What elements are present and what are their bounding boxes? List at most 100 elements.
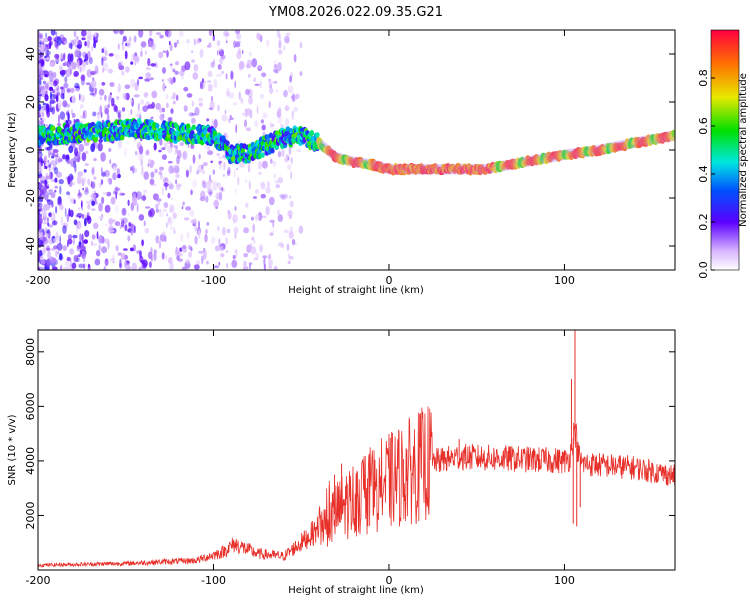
noise-speckle	[42, 247, 46, 255]
noise-speckle	[138, 145, 144, 155]
noise-speckle	[206, 222, 210, 226]
noise-speckle	[123, 248, 128, 251]
noise-speckle	[158, 51, 164, 59]
noise-speckle	[73, 219, 78, 226]
noise-speckle	[170, 108, 174, 114]
noise-speckle	[46, 199, 53, 205]
noise-speckle	[157, 201, 161, 206]
noise-speckle	[294, 93, 300, 99]
noise-speckle	[208, 30, 213, 36]
noise-speckle	[141, 195, 147, 201]
noise-speckle	[178, 253, 183, 257]
noise-speckle	[238, 160, 245, 168]
noise-speckle	[278, 33, 281, 42]
noise-speckle	[155, 32, 162, 36]
noise-speckle	[70, 39, 75, 47]
noise-speckle	[237, 176, 240, 186]
noise-speckle	[104, 50, 108, 57]
noise-speckle	[138, 214, 145, 221]
noise-speckle	[44, 165, 48, 170]
noise-speckle	[269, 232, 274, 236]
noise-speckle	[176, 94, 179, 101]
noise-speckle	[38, 188, 41, 197]
noise-speckle	[77, 254, 81, 258]
noise-speckle	[147, 163, 150, 168]
noise-speckle	[170, 226, 176, 231]
ridge-mark	[157, 134, 163, 140]
noise-speckle	[113, 53, 120, 60]
noise-speckle	[45, 185, 50, 189]
noise-speckle	[99, 105, 103, 114]
snr-xtick-label: -100	[201, 574, 226, 587]
noise-speckle	[145, 206, 151, 209]
noise-speckle	[207, 80, 212, 83]
noise-speckle	[46, 81, 51, 85]
noise-speckle	[90, 181, 96, 189]
noise-speckle	[289, 226, 294, 231]
noise-speckle	[205, 229, 208, 234]
noise-speckle	[265, 186, 271, 194]
noise-speckle	[159, 166, 164, 171]
noise-speckle	[62, 225, 67, 234]
noise-speckle	[217, 104, 220, 112]
noise-speckle	[148, 261, 152, 268]
noise-speckle	[109, 159, 112, 165]
noise-speckle	[101, 171, 107, 177]
noise-speckle	[245, 88, 250, 96]
noise-speckle	[54, 185, 59, 189]
noise-speckle	[119, 258, 122, 268]
snr-ylabel: SNR (10 * v/v)	[7, 414, 18, 485]
noise-speckle	[163, 142, 168, 149]
noise-speckle	[227, 211, 232, 220]
noise-speckle	[194, 235, 198, 245]
noise-speckle	[49, 61, 55, 67]
noise-speckle	[255, 189, 259, 194]
noise-speckle	[63, 266, 70, 270]
noise-speckle	[45, 186, 49, 189]
noise-speckle	[158, 240, 162, 249]
noise-speckle	[216, 182, 221, 187]
noise-speckle	[291, 117, 296, 121]
noise-speckle	[191, 50, 193, 54]
noise-speckle	[179, 70, 185, 76]
noise-speckle	[38, 66, 43, 75]
noise-speckle	[162, 82, 166, 92]
noise-speckle	[277, 107, 282, 114]
noise-speckle	[57, 200, 63, 206]
noise-speckle	[249, 262, 251, 270]
noise-speckle	[172, 92, 176, 100]
noise-speckle	[66, 256, 71, 262]
noise-speckle	[61, 73, 65, 78]
noise-speckle	[293, 106, 299, 113]
noise-speckle	[39, 188, 44, 196]
noise-speckle	[143, 220, 146, 227]
noise-speckle	[133, 94, 140, 98]
noise-speckle	[52, 266, 58, 270]
noise-speckle	[46, 233, 49, 238]
noise-speckle	[73, 199, 76, 204]
noise-speckle	[72, 238, 75, 245]
noise-speckle	[153, 249, 157, 254]
noise-speckle	[135, 56, 140, 62]
noise-speckle	[68, 145, 74, 154]
noise-speckle	[144, 78, 151, 82]
noise-speckle	[40, 259, 46, 265]
noise-speckle	[287, 210, 293, 218]
noise-speckle	[277, 151, 282, 158]
noise-speckle	[191, 100, 195, 107]
noise-speckle	[86, 40, 90, 48]
noise-speckle	[186, 232, 190, 239]
noise-speckle	[41, 86, 46, 96]
ridge-mark	[291, 137, 296, 143]
ridge-mark	[47, 139, 52, 146]
noise-speckle	[45, 83, 49, 90]
noise-speckle	[42, 230, 46, 237]
noise-speckle	[225, 237, 228, 246]
noise-speckle	[235, 124, 238, 134]
noise-speckle	[74, 163, 77, 173]
snr-ytick-label: 6000	[24, 392, 37, 420]
noise-speckle	[254, 83, 260, 87]
noise-speckle	[158, 170, 162, 176]
noise-speckle	[44, 189, 49, 195]
noise-speckle	[101, 236, 105, 244]
